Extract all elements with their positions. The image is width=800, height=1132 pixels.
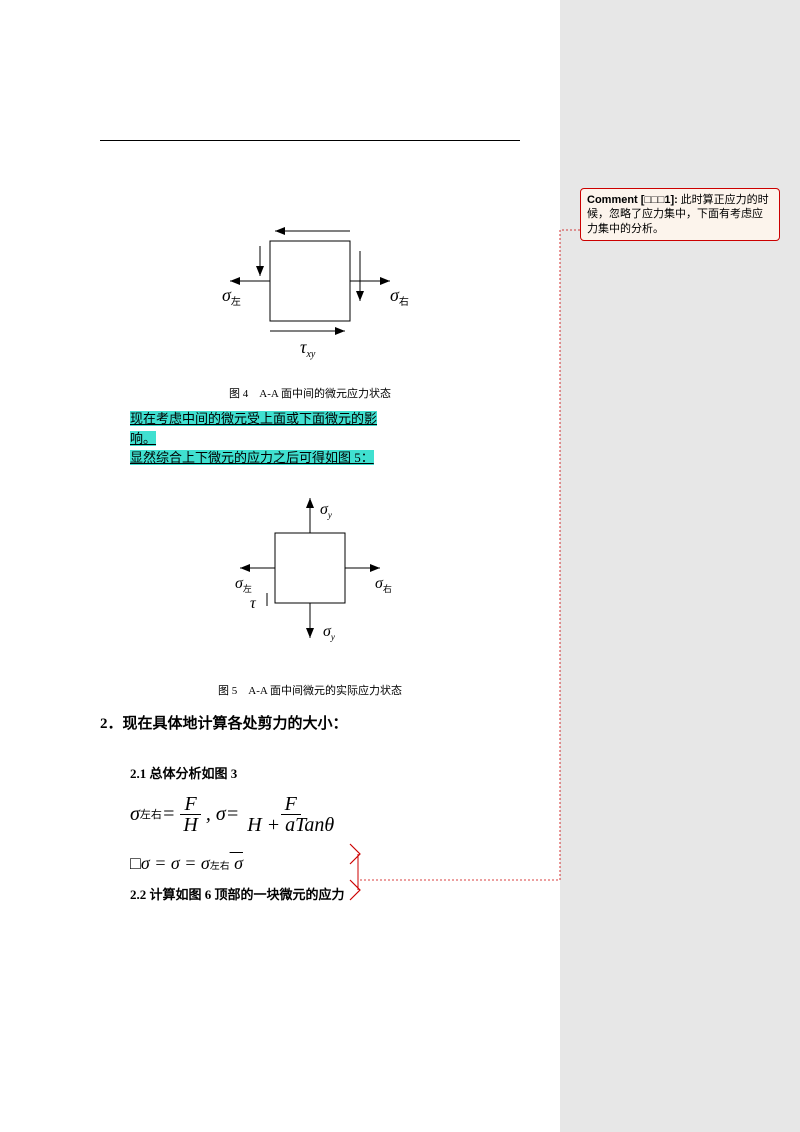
svg-text:σ右: σ右 — [375, 575, 392, 594]
figure-5: σy σy σ左 σ右 τ — [100, 478, 520, 672]
section-2-heading: 2．现在具体地计算各处剪力的大小： — [100, 712, 520, 733]
svg-text:σ左: σ左 — [222, 285, 241, 308]
eq1-num2: F — [281, 794, 301, 815]
highlight-line-2: 显然综合上下微元的应力之后可得如图 5： — [130, 450, 374, 465]
comment-balloon-1[interactable]: Comment [□□□1]: 此时算正应力的时候，忽略了应力集中，下面有考虑应… — [580, 188, 780, 241]
svg-text:τxy: τxy — [300, 337, 316, 360]
figure-5-svg: σy σy σ左 σ右 τ — [195, 478, 425, 668]
svg-text:σ右: σ右 — [390, 285, 409, 308]
equation-1: σ左右 = F H , σ = F H + aTanθ — [130, 794, 520, 835]
subsection-2-1: 2.1 总体分析如图 3 — [130, 763, 520, 782]
equation-2: □σ = σ = σ左右 σ — [130, 853, 520, 874]
eq1-sub: 左右 — [140, 806, 162, 822]
svg-text:σ左: σ左 — [235, 575, 252, 594]
document-body: σ左 σ右 τxy 图 4 A-A 面中间的微元应力状态 现在考虑中间的微元受上… — [0, 0, 560, 1132]
eq1-num1: F — [180, 794, 200, 815]
review-margin — [560, 0, 800, 1132]
figure-4: σ左 σ右 τxy — [100, 201, 520, 375]
eq1-comma: , σ — [206, 803, 226, 826]
highlight-line-1: 现在考虑中间的微元受上面或下面微元的影响。 — [130, 411, 377, 446]
eq1-den1: H — [179, 815, 201, 835]
figure-4-svg: σ左 σ右 τxy — [180, 201, 440, 371]
eq1-eq: = — [226, 803, 240, 826]
eq1-den2: H + aTanθ — [243, 815, 338, 835]
figure-4-caption: 图 4 A-A 面中间的微元应力状态 — [100, 385, 520, 401]
eq1-sigma: σ — [130, 803, 140, 826]
subsection-2-2: 2.2 计算如图 6 顶部的一块微元的应力 — [130, 884, 520, 903]
comment-label: Comment [□□□1]: — [587, 194, 678, 206]
figure-5-caption: 图 5 A-A 面中间微元的实际应力状态 — [100, 682, 520, 698]
header-rule — [100, 140, 520, 141]
svg-text:τ: τ — [250, 595, 257, 612]
svg-text:σy: σy — [323, 623, 335, 642]
svg-text:σy: σy — [320, 501, 332, 520]
highlighted-text: 现在考虑中间的微元受上面或下面微元的影响。 显然综合上下微元的应力之后可得如图 … — [130, 409, 400, 468]
